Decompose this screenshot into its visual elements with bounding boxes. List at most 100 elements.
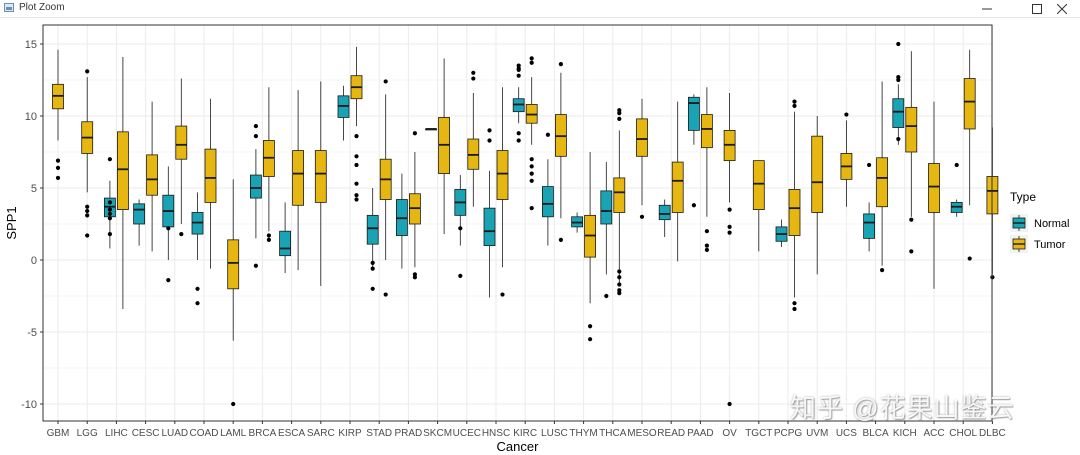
outlier-point <box>354 193 359 198</box>
window-title: Plot Zoom <box>19 2 65 13</box>
outlier-point <box>896 136 901 142</box>
outlier-point <box>529 178 534 183</box>
box-tumor-paad <box>701 87 713 253</box>
box-normal-luad <box>162 166 175 283</box>
box-normal-prad <box>395 173 408 269</box>
minimize-button[interactable] <box>969 0 1005 17</box>
x-tick-label: DLBC <box>979 428 1006 439</box>
outlier-point <box>487 128 492 133</box>
x-tick-label: BRCA <box>249 428 277 439</box>
outlier-point <box>880 267 885 273</box>
outlier-point <box>896 41 901 47</box>
outlier-point <box>458 226 463 231</box>
box-iqr <box>146 154 159 196</box>
x-tick-label: PAAD <box>687 428 714 439</box>
box-iqr <box>688 96 700 131</box>
outlier-point <box>195 286 200 291</box>
outlier-point <box>529 56 534 61</box>
box-tumor-uvm <box>811 116 824 275</box>
x-tick-label: CESC <box>132 428 160 439</box>
box-normal-ucec <box>454 175 467 278</box>
outlier-point <box>383 79 388 84</box>
y-tick-label: -5 <box>27 327 37 339</box>
minimize-icon <box>982 8 992 9</box>
x-tick-label: COAD <box>190 428 219 439</box>
outlier-point <box>617 275 622 280</box>
box-iqr <box>811 135 824 213</box>
y-tick-label: 5 <box>31 183 37 195</box>
x-tick-label: KIRP <box>338 428 362 439</box>
outlier-point <box>354 162 359 168</box>
outlier-point <box>604 293 609 299</box>
outlier-point <box>529 60 534 65</box>
box-iqr <box>788 189 801 236</box>
outlier-point <box>471 76 476 81</box>
outlier-point <box>107 231 112 237</box>
x-tick-label: KICH <box>893 428 917 439</box>
outlier-point <box>253 123 258 129</box>
box-normal-skcm <box>425 128 438 131</box>
outlier-point <box>55 175 61 181</box>
box-iqr <box>279 230 292 257</box>
x-tick-label: PCPG <box>774 428 803 439</box>
box-normal-thca <box>600 162 613 299</box>
box-tumor-ucs <box>840 112 853 207</box>
x-tick-label: SKCM <box>423 428 452 439</box>
box-tumor-chol <box>963 49 976 261</box>
outlier-point <box>727 230 732 235</box>
outlier-point <box>896 75 901 80</box>
outlier-point <box>370 260 375 265</box>
outlier-point <box>85 208 90 214</box>
outlier-point <box>370 266 375 271</box>
close-button[interactable] <box>1044 0 1080 17</box>
outlier-point <box>792 301 797 306</box>
outlier-point <box>500 292 505 297</box>
box-normal-cesc <box>133 199 146 246</box>
outlier-point <box>691 203 697 208</box>
maximize-button[interactable] <box>1019 0 1055 17</box>
box-iqr <box>892 98 905 128</box>
x-tick-label: CHOL <box>949 428 977 439</box>
box-iqr <box>204 148 217 203</box>
outlier-point <box>792 103 797 109</box>
outlier-point <box>55 158 61 163</box>
outlier-point <box>792 99 797 104</box>
outlier-point <box>370 286 375 291</box>
box-tumor-read <box>671 101 684 262</box>
box-normal-kirp <box>337 85 350 141</box>
x-tick-label: BLCA <box>863 428 889 439</box>
box-normal-blca <box>863 162 875 252</box>
box-normal-hnsc <box>483 128 496 298</box>
box-tumor-kich <box>905 51 918 254</box>
x-tick-label: LIHC <box>105 428 128 439</box>
outlier-point <box>792 306 797 312</box>
y-tick-label: 15 <box>25 39 37 51</box>
legend-label-tumor: Tumor <box>1034 239 1066 251</box>
outlier-point <box>617 291 622 296</box>
outlier-point <box>704 243 710 248</box>
box-iqr <box>117 131 129 210</box>
box-tumor-luad <box>175 78 188 237</box>
box-iqr <box>613 177 626 213</box>
outlier-point <box>107 216 112 221</box>
x-tick-label: UVM <box>806 428 828 439</box>
outlier-point <box>617 116 622 121</box>
box-normal-kich <box>892 41 905 145</box>
outlier-point <box>516 66 521 71</box>
legend-label-normal: Normal <box>1034 218 1069 230</box>
x-tick-label: LUAD <box>161 428 188 439</box>
box-iqr <box>133 203 146 225</box>
box-normal-coad <box>191 192 204 306</box>
box-tumor-lihc <box>117 56 129 309</box>
box-normal-thym <box>571 212 583 233</box>
x-tick-label: OV <box>722 428 737 439</box>
outlier-point <box>458 273 463 278</box>
x-tick-label: ACC <box>923 428 944 439</box>
boxplot-chart: -10 -5 0 5 10 15 GBM LGG LIHC CESC LUAD COAD LAML BRC… <box>4 24 1069 454</box>
x-tick-label: LGG <box>77 428 98 439</box>
x-tick-label: UCS <box>836 428 857 439</box>
box-tumor-blca <box>876 81 888 273</box>
box-tumor-cesc <box>146 101 159 252</box>
box-iqr <box>496 150 509 200</box>
outlier-point <box>412 131 417 136</box>
